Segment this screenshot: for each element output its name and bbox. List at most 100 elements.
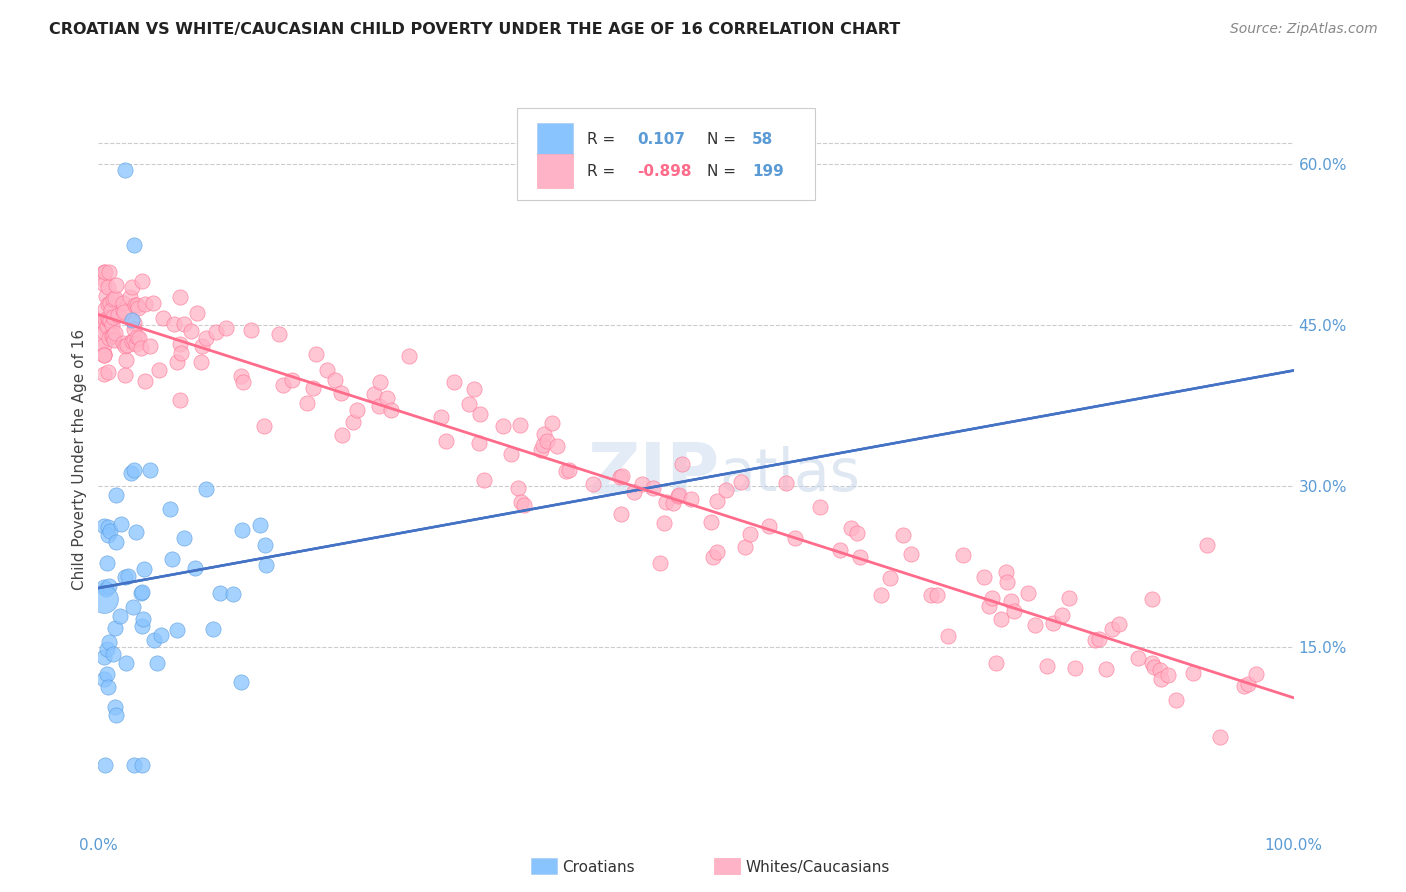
Point: [630, 477, 652, 491]
Point: [1000, 593, 1022, 607]
Point: [582, 476, 605, 491]
Point: [134, 374, 156, 388]
Point: [122, 600, 145, 615]
Point: [103, 333, 125, 347]
Point: [323, 373, 346, 387]
Point: [103, 292, 125, 306]
Point: [1157, 667, 1180, 681]
Point: [114, 569, 136, 583]
Point: [221, 586, 243, 600]
Point: [98, 579, 121, 593]
Point: [148, 362, 170, 376]
Point: [97, 528, 120, 542]
Point: [1002, 604, 1025, 618]
Point: [101, 648, 124, 662]
Point: [97, 520, 120, 534]
FancyBboxPatch shape: [537, 154, 572, 187]
Point: [195, 330, 218, 344]
Point: [93, 264, 115, 278]
Point: [609, 470, 631, 484]
Point: [513, 498, 536, 512]
Point: [1237, 677, 1260, 691]
Point: [536, 434, 558, 449]
Point: [302, 381, 325, 395]
Point: [93, 326, 115, 340]
Text: atlas: atlas: [720, 446, 860, 503]
Point: [166, 623, 188, 637]
Point: [96, 319, 118, 334]
Point: [97, 310, 120, 325]
Point: [368, 375, 391, 389]
Point: [131, 586, 153, 600]
Point: [93, 348, 115, 362]
Point: [112, 335, 135, 350]
Point: [714, 483, 737, 497]
Point: [232, 375, 254, 389]
Point: [93, 672, 115, 686]
Point: [443, 375, 465, 389]
Point: [472, 473, 495, 487]
Point: [652, 516, 675, 530]
Point: [952, 549, 974, 563]
Point: [662, 496, 685, 510]
Text: Source: ZipAtlas.com: Source: ZipAtlas.com: [1230, 22, 1378, 37]
Point: [229, 369, 252, 384]
Text: 58: 58: [752, 132, 773, 146]
Point: [738, 527, 761, 541]
Y-axis label: Child Poverty Under the Age of 16: Child Poverty Under the Age of 16: [72, 329, 87, 590]
Point: [93, 367, 115, 381]
Point: [671, 457, 693, 471]
Point: [623, 484, 645, 499]
Point: [96, 642, 118, 657]
Point: [96, 667, 118, 681]
Point: [132, 562, 155, 576]
Point: [94, 582, 117, 596]
Point: [1084, 632, 1107, 647]
Point: [1036, 658, 1059, 673]
Point: [93, 519, 115, 533]
Point: [169, 393, 191, 408]
Point: [98, 524, 121, 538]
Point: [557, 463, 579, 477]
Point: [229, 674, 252, 689]
Point: [506, 482, 529, 496]
Point: [166, 355, 188, 369]
Point: [121, 313, 143, 327]
Point: [98, 296, 121, 310]
Point: [93, 338, 115, 352]
Point: [103, 328, 125, 343]
Point: [468, 435, 491, 450]
Point: [984, 656, 1007, 670]
Point: [104, 277, 127, 292]
Point: [828, 543, 851, 558]
Point: [648, 556, 671, 570]
Point: [110, 516, 132, 531]
Point: [104, 621, 127, 635]
Point: [131, 619, 153, 633]
Point: [1042, 616, 1064, 631]
Point: [101, 328, 124, 343]
Point: [363, 387, 385, 401]
Point: [643, 481, 665, 495]
Point: [367, 399, 389, 413]
Point: [398, 349, 420, 363]
Point: [122, 758, 145, 772]
Point: [702, 550, 724, 565]
Point: [190, 355, 212, 369]
Point: [112, 304, 135, 318]
Point: [170, 345, 193, 359]
Point: [142, 296, 165, 310]
Point: [706, 545, 728, 559]
Point: [104, 535, 127, 549]
Point: [110, 609, 132, 624]
Point: [163, 317, 186, 331]
Text: N =: N =: [707, 132, 735, 146]
Point: [93, 758, 115, 772]
Point: [845, 525, 868, 540]
Point: [97, 634, 120, 648]
Text: R =: R =: [588, 132, 616, 146]
Point: [146, 656, 169, 670]
Point: [117, 338, 139, 352]
Point: [180, 324, 202, 338]
Point: [131, 758, 153, 772]
